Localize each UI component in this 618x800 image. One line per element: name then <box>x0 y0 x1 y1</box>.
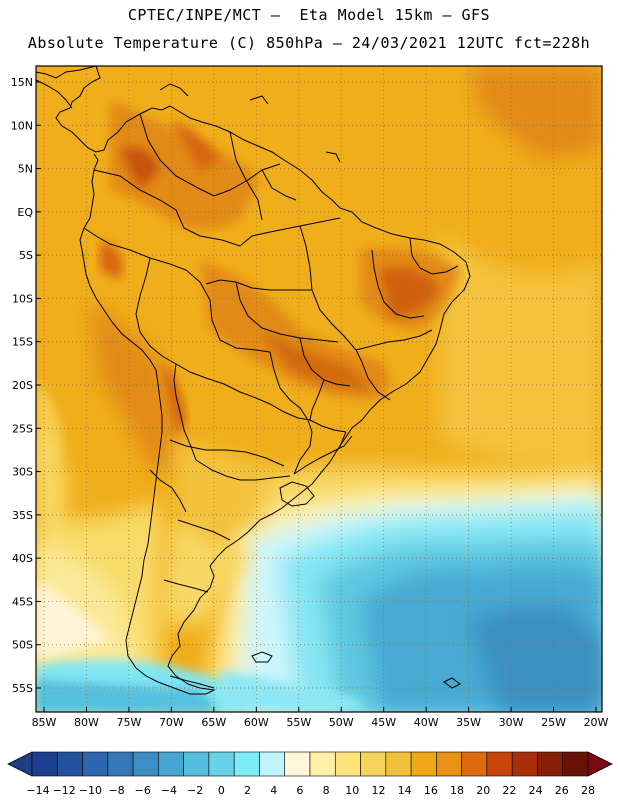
colorbar-over-arrow <box>587 751 613 777</box>
colorbar-label: 18 <box>450 784 464 797</box>
colorbar-box <box>233 751 260 777</box>
colorbar-label: 0 <box>218 784 225 797</box>
lon-label: 40W <box>414 716 439 729</box>
lat-label: 15S <box>12 336 33 349</box>
colorbar-label: −12 <box>53 784 76 797</box>
colorbar-box <box>82 751 109 777</box>
lon-label: 65W <box>201 716 226 729</box>
colorbar-label: −2 <box>187 784 203 797</box>
latitude-labels: 15N 10N 5N EQ 5S 10S 15S 20S 25S 30S 35S 40S 45S 50S 5… <box>11 76 41 695</box>
colorbar-label: 10 <box>345 784 359 797</box>
colorbar-box <box>360 751 387 777</box>
map-frame <box>35 65 603 713</box>
country-borders <box>35 65 471 695</box>
colorbar-label: 12 <box>371 784 385 797</box>
colorbar-label: 4 <box>270 784 277 797</box>
colorbar-label: −14 <box>26 784 49 797</box>
colorbar-label: 28 <box>581 784 595 797</box>
chart-subtitle: Absolute Temperature (C) 850hPa – 24/03/… <box>27 34 591 52</box>
lat-label: 45S <box>12 595 33 608</box>
lat-label: EQ <box>17 206 33 219</box>
lon-label: 50W <box>329 716 354 729</box>
lon-label: 20W <box>584 716 609 729</box>
colorbar-label: 26 <box>555 784 569 797</box>
colorbar-box <box>511 751 538 777</box>
lon-label: 80W <box>74 716 99 729</box>
lon-label: 85W <box>32 716 57 729</box>
colorbar-label: 14 <box>398 784 412 797</box>
colorbar-under-arrow <box>7 751 33 777</box>
colorbar-label: 16 <box>424 784 438 797</box>
colorbar-box <box>158 751 184 777</box>
colorbar-box <box>385 751 412 777</box>
lon-label: 60W <box>244 716 269 729</box>
lat-label: 35S <box>12 509 33 522</box>
lat-label: 25S <box>12 422 33 435</box>
colorbar-label: 20 <box>476 784 490 797</box>
colorbar-label: 24 <box>529 784 543 797</box>
lon-label: 70W <box>159 716 184 729</box>
colorbar-label: −10 <box>79 784 102 797</box>
colorbar-label: −6 <box>135 784 151 797</box>
colorbar-box <box>259 751 286 777</box>
lat-label: 5S <box>19 249 33 262</box>
colorbar-label: 2 <box>244 784 251 797</box>
colorbar-box <box>486 751 513 777</box>
longitude-labels: 85W 80W 75W 70W 65W 60W 55W 50W 45W 40W 35W 30W 25W 2… <box>32 707 609 729</box>
colorbar-box <box>284 751 311 777</box>
lat-label: 10S <box>12 292 33 305</box>
colorbar-box <box>334 751 361 777</box>
colorbar-label: 8 <box>323 784 330 797</box>
lon-label: 75W <box>116 716 141 729</box>
lat-label: 15N <box>11 76 33 89</box>
lat-label: 20S <box>12 379 33 392</box>
lon-label: 35W <box>456 716 481 729</box>
colorbar-box <box>31 751 58 777</box>
lon-label: 25W <box>541 716 566 729</box>
lat-label: 40S <box>12 552 33 565</box>
lat-label: 30S <box>12 466 33 479</box>
lat-label: 50S <box>12 639 33 652</box>
colorbar: −14 −12 −10 −8 −6 −4 −2 0 2 4 6 8 10 12 14 16 18 20 22 24 26… <box>7 751 613 797</box>
colorbar-label: −4 <box>161 784 177 797</box>
colorbar-box <box>410 751 437 777</box>
colorbar-box <box>107 751 134 777</box>
colorbar-box <box>208 751 235 777</box>
colorbar-box <box>562 751 589 777</box>
lon-label: 55W <box>286 716 311 729</box>
colorbar-label: −8 <box>108 784 124 797</box>
colorbar-box <box>537 751 564 777</box>
colorbar-box <box>56 751 83 777</box>
lat-label: 10N <box>11 119 33 132</box>
colorbar-label: 6 <box>296 784 303 797</box>
colorbar-box <box>436 751 462 777</box>
colorbar-box <box>183 751 210 777</box>
lat-label: 55S <box>12 682 33 695</box>
temperature-field <box>36 66 602 712</box>
chart-title: CPTEC/INPE/MCT – Eta Model 15km – GFS <box>127 6 491 24</box>
colorbar-box <box>132 751 159 777</box>
colorbar-box <box>461 751 488 777</box>
lon-label: 45W <box>371 716 396 729</box>
lat-label: 5N <box>18 163 33 176</box>
lon-label: 30W <box>499 716 524 729</box>
colorbar-label: 22 <box>502 784 516 797</box>
colorbar-box <box>309 751 336 777</box>
